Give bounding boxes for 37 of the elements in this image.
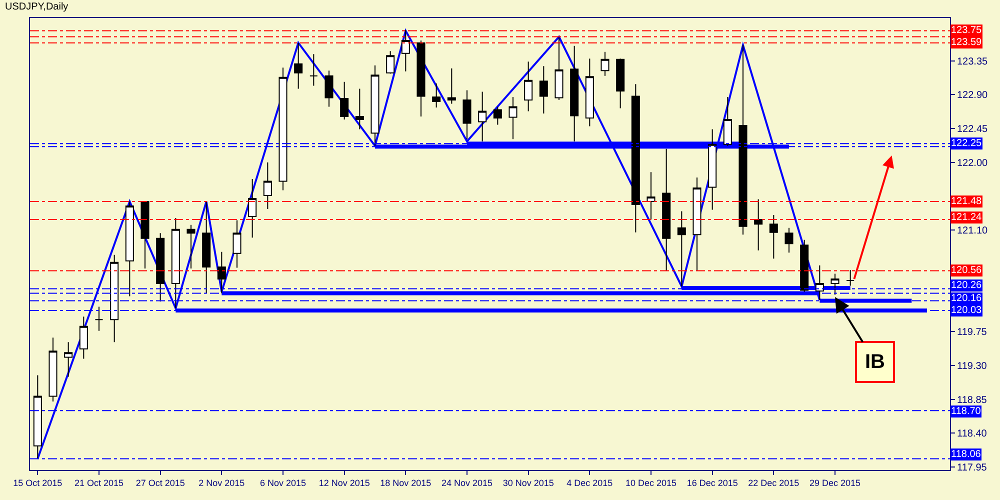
ref-line-label: 121.24 <box>951 212 982 223</box>
chart-title: USDJPY,Daily <box>5 2 68 12</box>
ref-line-label: 120.03 <box>951 305 982 316</box>
y-tick-label: 122.90 <box>957 90 988 102</box>
x-tick-label: 15 Oct 2015 <box>13 478 62 488</box>
y-tick-label: 121.10 <box>957 226 988 237</box>
x-tick-label: 16 Dec 2015 <box>686 478 738 488</box>
ref-line-label: 123.59 <box>951 37 982 48</box>
x-tick-label: 12 Nov 2015 <box>318 478 370 488</box>
ref-line-label: 123.75 <box>951 25 982 36</box>
ref-line-label: 118.06 <box>951 449 982 460</box>
ref-line-label: 120.56 <box>951 265 982 276</box>
x-tick-label: 24 Nov 2015 <box>441 478 493 488</box>
y-tick-label: 118.40 <box>957 428 988 440</box>
x-tick-label: 18 Nov 2015 <box>380 478 432 488</box>
x-tick-label: 10 Dec 2015 <box>625 478 677 488</box>
annotation: IB <box>865 351 885 373</box>
x-tick-label: 27 Oct 2015 <box>136 478 185 488</box>
x-tick-label: 4 Dec 2015 <box>566 478 613 488</box>
ref-line-label: 121.48 <box>951 196 982 207</box>
y-tick-label: 123.35 <box>957 56 988 68</box>
ref-line-label: 118.70 <box>951 406 982 417</box>
x-tick-label: 22 Dec 2015 <box>748 478 800 488</box>
ref-line-label: 122.25 <box>951 138 982 149</box>
ref-line-label: 120.26 <box>951 280 982 291</box>
x-tick-label: 6 Nov 2015 <box>260 478 306 488</box>
x-tick-label: 21 Oct 2015 <box>74 478 124 488</box>
y-tick-label: 119.75 <box>957 327 988 338</box>
ref-line-label: 120.16 <box>951 293 982 304</box>
x-tick-label: 29 Dec 2015 <box>809 478 861 488</box>
x-tick-label: 2 Nov 2015 <box>198 478 245 488</box>
y-tick-label: 119.30 <box>957 360 988 372</box>
y-tick-label: 122.45 <box>957 124 988 136</box>
y-tick-label: 122.00 <box>957 158 988 169</box>
y-tick-label: 117.95 <box>957 462 988 474</box>
y-tick-label: 118.85 <box>957 394 988 406</box>
x-tick-label: 30 Nov 2015 <box>502 478 554 488</box>
